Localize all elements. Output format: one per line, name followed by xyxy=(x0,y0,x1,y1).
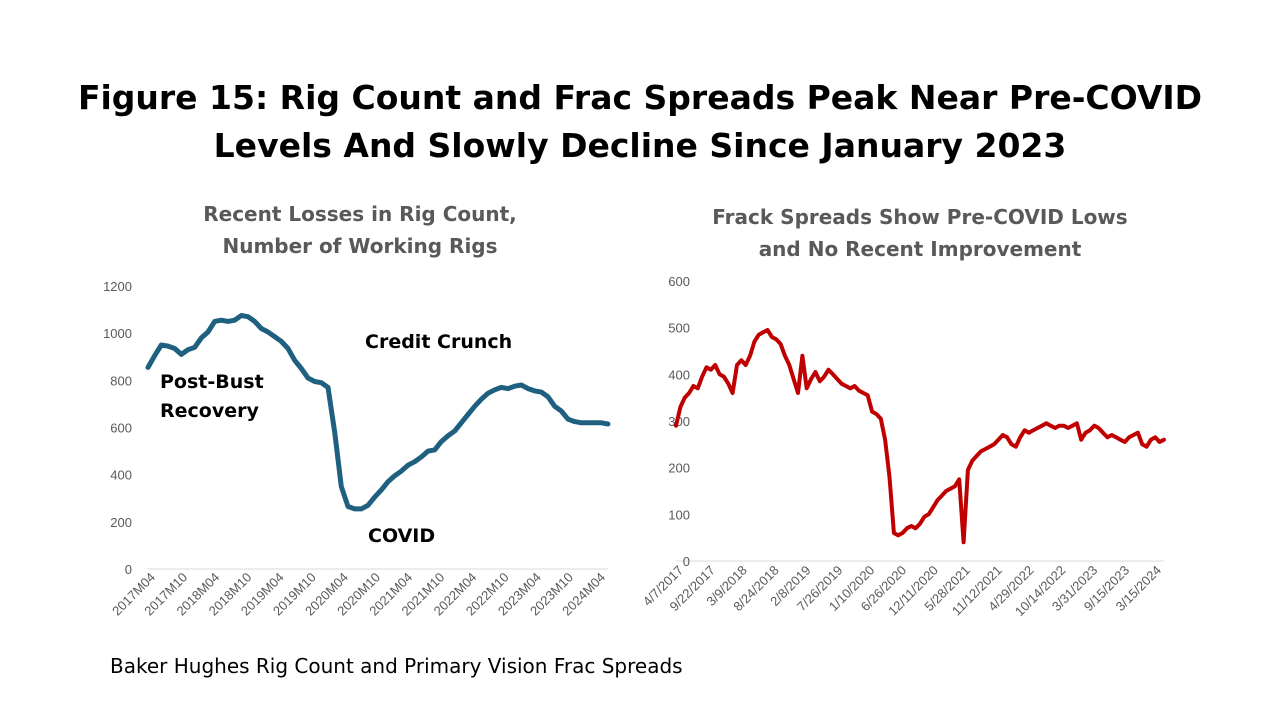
y-tick-label: 0 xyxy=(683,554,690,569)
y-tick-label: 200 xyxy=(668,461,690,476)
series-line xyxy=(145,313,611,512)
figure-title: Figure 15: Rig Count and Frac Spreads Pe… xyxy=(77,78,1203,165)
y-tick-label: 600 xyxy=(668,274,690,289)
chart-annotation: Credit Crunch xyxy=(365,331,512,353)
chart-annotation: COVID xyxy=(368,525,435,547)
y-tick-label: 400 xyxy=(668,367,690,382)
chart-annotation: Post-Bust Recovery xyxy=(160,371,264,422)
frac-spreads-chart-title: Frack Spreads Show Pre-COVID Lows and No… xyxy=(712,205,1128,261)
y-tick-label: 100 xyxy=(668,507,690,522)
y-tick-label: 400 xyxy=(110,468,132,483)
y-tick-label: 0 xyxy=(125,562,132,577)
rig-count-chart-title: Recent Losses in Rig Count, Number of Wo… xyxy=(203,202,517,258)
y-tick-label: 1200 xyxy=(103,279,132,294)
series-line xyxy=(674,328,1166,545)
y-tick-label: 1000 xyxy=(103,326,132,341)
y-tick-label: 800 xyxy=(110,373,132,388)
y-tick-label: 500 xyxy=(668,321,690,336)
y-tick-label: 600 xyxy=(110,421,132,436)
source-note: Baker Hughes Rig Count and Primary Visio… xyxy=(110,654,683,678)
y-tick-label: 300 xyxy=(668,414,690,429)
y-tick-label: 200 xyxy=(110,515,132,530)
